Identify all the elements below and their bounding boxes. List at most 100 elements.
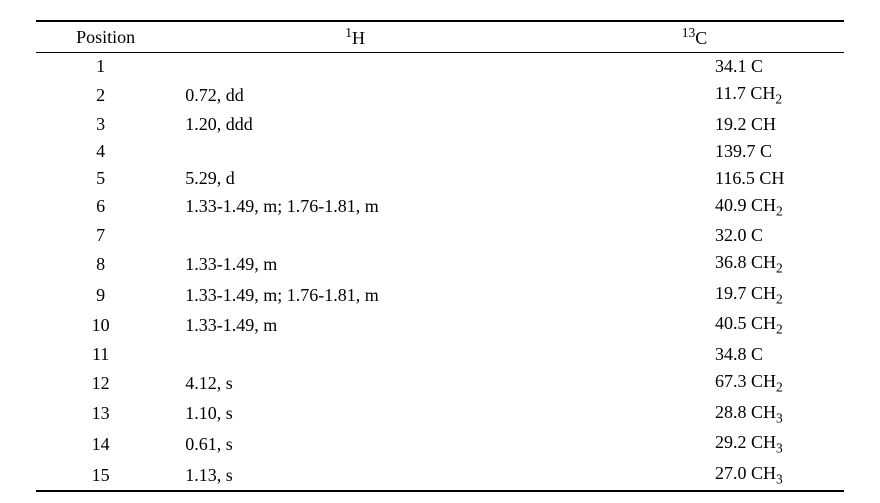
cell-proton: 4.12, s (165, 368, 545, 399)
carbon-value: 67.3 (715, 371, 751, 391)
table-row: 151.13, s 27.0 CH3 (36, 460, 844, 492)
cell-proton (165, 222, 545, 249)
cell-carbon: 19.7 CH2 (545, 280, 844, 311)
header-position: Position (36, 21, 165, 53)
carbon-value: 27.0 (715, 463, 751, 483)
table-header-row: Position 1H 13C (36, 21, 844, 53)
nmr-data-table: Position 1H 13C 134.1 C20.72, dd11.7 CH2… (36, 20, 844, 492)
carbon-subscript: 2 (776, 261, 783, 276)
table-row: 81.33-1.49, m36.8 CH2 (36, 249, 844, 280)
table-row: 101.33-1.49, m40.5 CH2 (36, 310, 844, 341)
carbon-subscript: 2 (775, 92, 782, 107)
carbon-subscript: 3 (776, 471, 783, 486)
cell-carbon: 40.5 CH2 (545, 310, 844, 341)
carbon-type: CH (750, 83, 775, 103)
table-row: 20.72, dd11.7 CH2 (36, 80, 844, 111)
cell-position: 2 (36, 80, 165, 111)
cell-carbon: 32.0 C (545, 222, 844, 249)
carbon-type: CH (751, 463, 776, 483)
cell-proton: 1.33-1.49, m (165, 310, 545, 341)
header-carbon: 13C (545, 21, 844, 53)
table-row: 1 34.1 C (36, 53, 844, 81)
cell-position: 10 (36, 310, 165, 341)
carbon-value: 139.7 (715, 141, 760, 161)
cell-carbon: 29.2 CH3 (545, 429, 844, 460)
cell-carbon: 34.8 C (545, 341, 844, 368)
cell-position: 12 (36, 368, 165, 399)
table-row: 11 34.8 C (36, 341, 844, 368)
cell-proton: 5.29, d (165, 165, 545, 192)
carbon-type: C (751, 56, 763, 76)
carbon-value: 34.8 (715, 344, 751, 364)
cell-carbon: 11.7 CH2 (545, 80, 844, 111)
cell-carbon: 40.9 CH2 (545, 192, 844, 223)
header-h-super: 1 (345, 25, 352, 40)
table-row: 140.61, s29.2 CH3 (36, 429, 844, 460)
header-proton: 1H (165, 21, 545, 53)
cell-proton (165, 53, 545, 81)
cell-proton: 1.10, s (165, 399, 545, 430)
cell-position: 6 (36, 192, 165, 223)
carbon-value: 19.2 (715, 114, 751, 134)
table-row: 7 32.0 C (36, 222, 844, 249)
cell-carbon: 34.1 C (545, 53, 844, 81)
cell-position: 8 (36, 249, 165, 280)
carbon-type: C (751, 225, 763, 245)
table-row: 91.33-1.49, m; 1.76-1.81, m19.7 CH2 (36, 280, 844, 311)
carbon-value: 28.8 (715, 402, 751, 422)
cell-position: 4 (36, 138, 165, 165)
cell-proton: 0.72, dd (165, 80, 545, 111)
carbon-subscript: 2 (776, 291, 783, 306)
carbon-value: 40.5 (715, 313, 751, 333)
cell-proton: 1.33-1.49, m (165, 249, 545, 280)
cell-proton (165, 138, 545, 165)
cell-proton: 1.33-1.49, m; 1.76-1.81, m (165, 192, 545, 223)
carbon-value: 40.9 (715, 195, 751, 215)
carbon-value: 116.5 (715, 168, 759, 188)
carbon-subscript: 3 (776, 410, 783, 425)
table-row: 124.12, s67.3 CH2 (36, 368, 844, 399)
cell-position: 9 (36, 280, 165, 311)
table-row: 31.20, ddd19.2 CH (36, 111, 844, 138)
carbon-value: 11.7 (715, 83, 750, 103)
cell-position: 14 (36, 429, 165, 460)
cell-carbon: 36.8 CH2 (545, 249, 844, 280)
cell-carbon: 19.2 CH (545, 111, 844, 138)
carbon-type: CH (751, 313, 776, 333)
carbon-value: 29.2 (715, 432, 751, 452)
cell-proton: 0.61, s (165, 429, 545, 460)
cell-carbon: 28.8 CH3 (545, 399, 844, 430)
carbon-type: CH (751, 114, 776, 134)
cell-carbon: 67.3 CH2 (545, 368, 844, 399)
carbon-type: CH (751, 371, 776, 391)
carbon-type: CH (751, 252, 776, 272)
table-row: 55.29, d116.5 CH (36, 165, 844, 192)
cell-proton (165, 341, 545, 368)
cell-carbon: 139.7 C (545, 138, 844, 165)
carbon-type: CH (751, 283, 776, 303)
cell-position: 15 (36, 460, 165, 492)
carbon-type: C (751, 344, 763, 364)
carbon-type: CH (751, 432, 776, 452)
carbon-type: CH (759, 168, 784, 188)
carbon-value: 19.7 (715, 283, 751, 303)
table-row: 61.33-1.49, m; 1.76-1.81, m40.9 CH2 (36, 192, 844, 223)
cell-position: 3 (36, 111, 165, 138)
carbon-value: 32.0 (715, 225, 751, 245)
carbon-value: 34.1 (715, 56, 751, 76)
cell-proton: 1.13, s (165, 460, 545, 492)
table-body: 134.1 C20.72, dd11.7 CH231.20, ddd19.2 C… (36, 53, 844, 492)
cell-carbon: 116.5 CH (545, 165, 844, 192)
header-h-main: H (352, 28, 365, 48)
carbon-subscript: 2 (776, 203, 783, 218)
cell-proton: 1.20, ddd (165, 111, 545, 138)
cell-proton: 1.33-1.49, m; 1.76-1.81, m (165, 280, 545, 311)
carbon-type: CH (751, 195, 776, 215)
carbon-subscript: 3 (776, 441, 783, 456)
cell-position: 7 (36, 222, 165, 249)
cell-position: 11 (36, 341, 165, 368)
carbon-type: CH (751, 402, 776, 422)
cell-position: 5 (36, 165, 165, 192)
cell-position: 13 (36, 399, 165, 430)
cell-position: 1 (36, 53, 165, 81)
